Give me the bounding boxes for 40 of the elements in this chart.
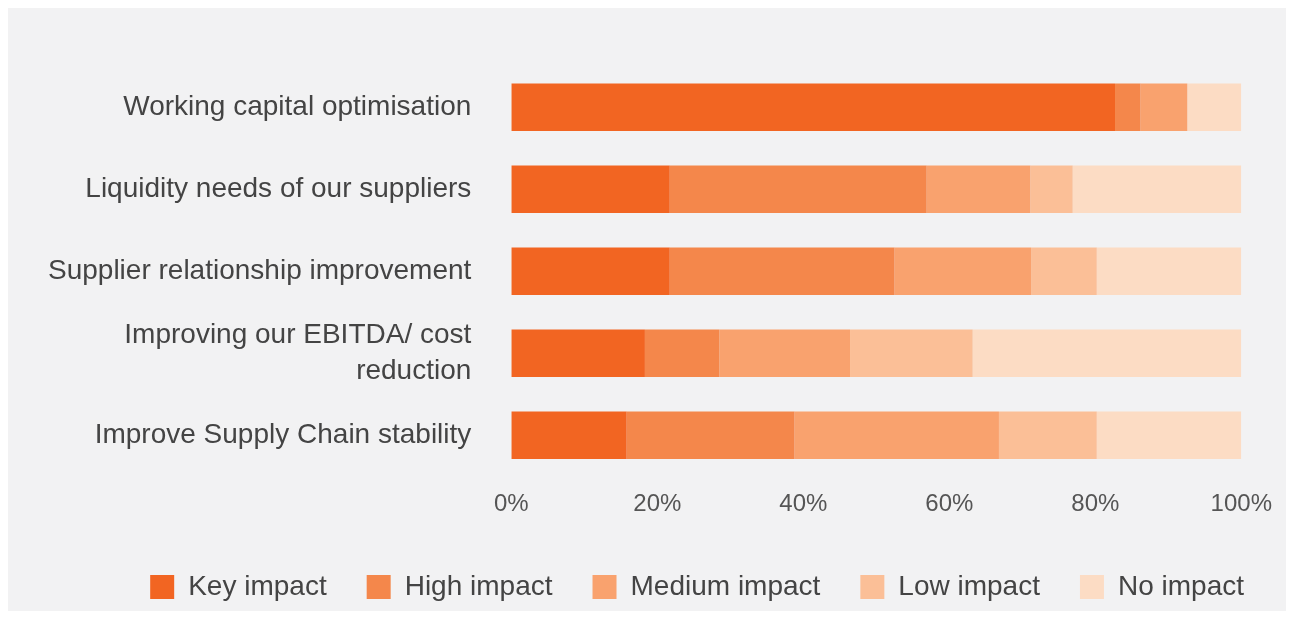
y-tick-label: Improving our EBITDA/ cost reduction (124, 317, 472, 386)
legend-label: No impact (1117, 569, 1245, 601)
y-tick-label: Supplier relationship improvement (47, 253, 472, 285)
legend-label: High impact (404, 569, 553, 601)
legend-label: Low impact (898, 569, 1041, 601)
x-tick-label: 40% (779, 489, 828, 517)
legend-label: Medium impact (630, 569, 821, 601)
x-tick-label: 0% (493, 489, 529, 517)
x-tick-label: 80% (1071, 489, 1120, 517)
bar (894, 247, 1032, 295)
x-tick-label: 20% (633, 489, 682, 517)
bar (644, 329, 720, 377)
bar (719, 329, 851, 377)
bar (926, 165, 1031, 213)
bar (1115, 83, 1141, 131)
x-tick-label: 100% (1210, 489, 1272, 517)
bar (669, 247, 895, 295)
bar (794, 411, 999, 459)
legend-label: Key impact (188, 569, 327, 601)
bar (1072, 165, 1242, 213)
bar (669, 165, 927, 213)
bar (1140, 83, 1188, 131)
bar (850, 329, 973, 377)
bar (511, 165, 670, 213)
bar (998, 411, 1097, 459)
bar (972, 329, 1242, 377)
bar (1031, 247, 1097, 295)
bar (626, 411, 795, 459)
y-tick-label: Working capital optimisation (123, 89, 472, 121)
bar (1187, 83, 1242, 131)
bar (511, 83, 1116, 131)
y-tick-label: Improve Supply Chain stability (94, 417, 472, 449)
bar (511, 247, 670, 295)
bar (511, 411, 627, 459)
bar (1096, 411, 1242, 459)
bar (1030, 165, 1073, 213)
x-tick-label: 60% (925, 489, 974, 517)
y-tick-label: Liquidity needs of our suppliers (85, 171, 472, 203)
bar (1096, 247, 1242, 295)
bar (511, 329, 645, 377)
